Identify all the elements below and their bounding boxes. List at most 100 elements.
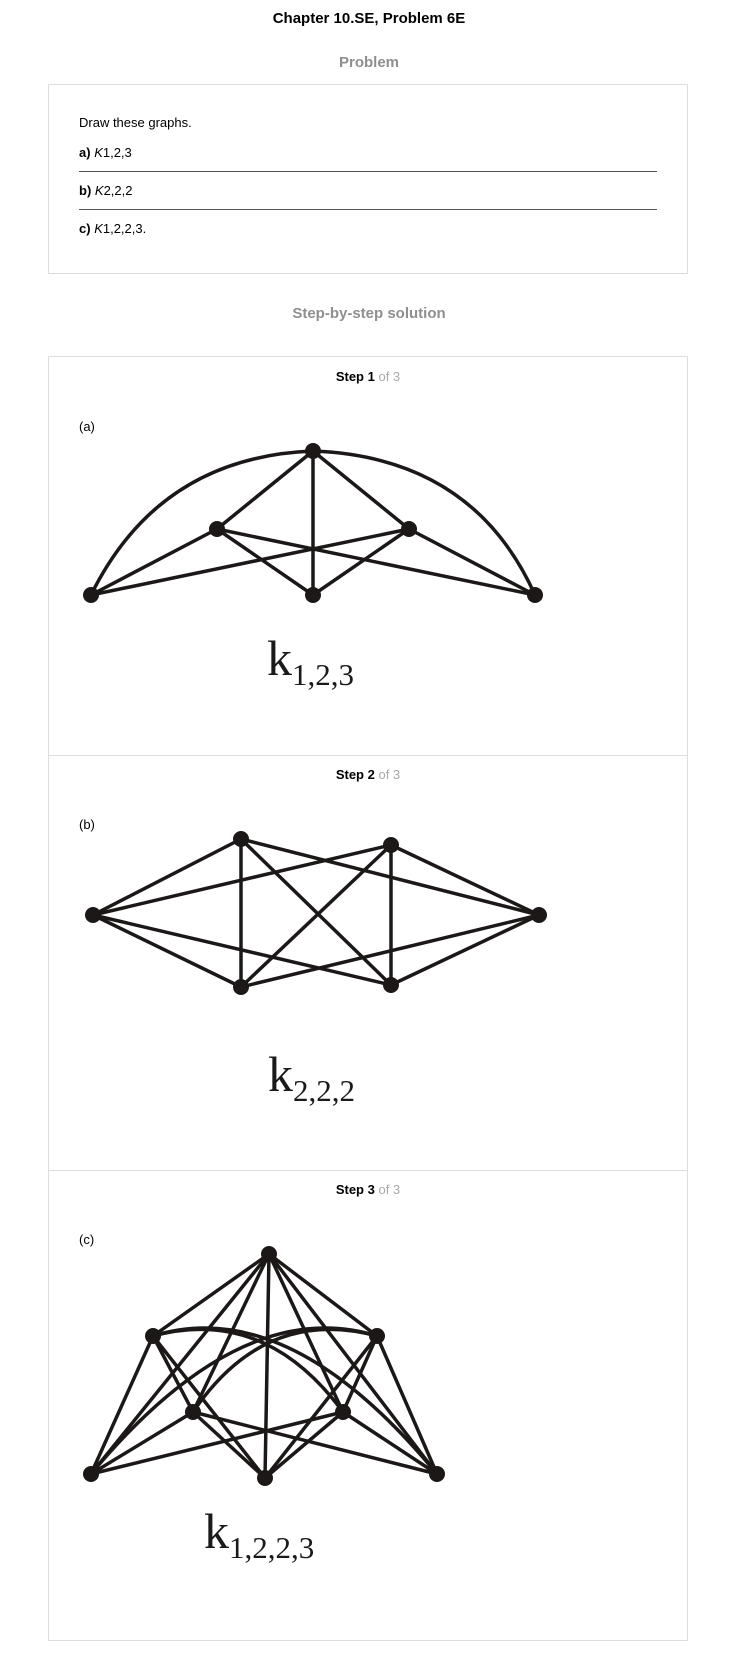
step-part-label: (c) — [79, 1232, 95, 1247]
graph-edge-top-left-bottom-right — [239, 837, 393, 987]
solution-heading: Step-by-step solution — [292, 305, 446, 322]
graph-edge-upper-right-inner-right — [341, 1334, 379, 1414]
graph-node-bottom-right — [429, 1466, 445, 1482]
graph-nodes — [83, 1246, 445, 1486]
graph-node-right — [531, 907, 547, 923]
graph-edges — [89, 449, 537, 597]
graph-edge-top-upper-left — [151, 1252, 271, 1338]
step-header: Step 3 of 3 — [49, 1182, 687, 1197]
graph-edge-right-bottom-right — [389, 913, 541, 987]
step-part-label: (a) — [79, 419, 95, 434]
graph-edge-upper-right-bottom-left — [89, 1326, 379, 1476]
graph-edges — [91, 837, 541, 989]
graph-node-right-mid — [401, 521, 417, 537]
graph-node-bottom-left — [83, 587, 99, 603]
graph-node-left — [85, 907, 101, 923]
graph-node-top-right — [383, 837, 399, 853]
graph-edge-right-top-right — [389, 843, 541, 917]
graph-node-bottom-left — [83, 1466, 99, 1482]
graph-node-top — [305, 443, 321, 459]
problem-intro: Draw these graphs. — [79, 115, 192, 130]
graph-nodes — [83, 443, 543, 603]
graph-node-bottom-left — [233, 979, 249, 995]
graph-edge-upper-right-bottom-center — [263, 1334, 379, 1480]
graph-edge-upper-left-bottom-left — [89, 1334, 155, 1476]
step-part-label: (b) — [79, 817, 95, 832]
graph-subscript: 1,2,2,3 — [102, 221, 143, 236]
graph-edge-inner-right-bottom-left — [89, 1410, 345, 1476]
part-label: c) — [79, 221, 91, 236]
graph-node-bottom-right — [383, 977, 399, 993]
problem-heading: Problem — [338, 54, 399, 71]
step-2: Step 2 of 3 (b) k2,2,2 — [49, 755, 687, 1170]
graph-k222-diagram: k2,2,2 — [85, 831, 547, 1108]
graph-edge-inner-right-bottom-center — [263, 1410, 345, 1480]
graph-node-bottom-center — [257, 1470, 273, 1486]
step-1: Step 1 of 3 (a) k1,2,3 — [49, 357, 687, 755]
graph-node-left-mid — [209, 521, 225, 537]
part-label: a) — [79, 145, 91, 160]
graph-node-bottom-center — [305, 587, 321, 603]
graph-edge-inner-left-bottom-center — [191, 1410, 267, 1480]
graph-edge-right-mid-bottom-center — [311, 527, 411, 597]
graph-edge-left-top-left — [91, 837, 243, 917]
graph-edge-top-bottom-left — [89, 449, 315, 597]
graph-symbol: K — [94, 145, 103, 160]
step-3: Step 3 of 3 (c) k1,2,2,3 — [49, 1170, 687, 1640]
graph-node-top-left — [233, 831, 249, 847]
graph-edge-top-left-mid — [215, 449, 315, 531]
graph-node-inner-left — [185, 1404, 201, 1420]
graph-caption: k1,2,2,3 — [204, 1503, 314, 1565]
step-header: Step 1 of 3 — [49, 369, 687, 384]
graph-edge-left-mid-bottom-center — [215, 527, 315, 597]
step-total: of 3 — [378, 369, 401, 384]
step-total: of 3 — [378, 1182, 401, 1197]
graph-edge-right-mid-bottom-right — [407, 527, 537, 597]
graph-node-inner-right — [335, 1404, 351, 1420]
caption-subscript: 2,2,2 — [293, 1073, 355, 1108]
solution-steps-box: Step 1 of 3 (a) k1,2,3 Step 2 of 3 (b) k… — [48, 356, 688, 1641]
graph-caption: k1,2,3 — [267, 630, 354, 692]
graph-edge-inner-right-bottom-right — [341, 1410, 439, 1476]
graph-edge-inner-left-bottom-right — [191, 1410, 439, 1476]
graph-edges — [89, 1252, 439, 1480]
caption-main: k — [268, 1046, 293, 1102]
graph-node-top — [261, 1246, 277, 1262]
problem-box: Draw these graphs. a) K1,2,3 b) K2,2,2 c… — [48, 84, 688, 274]
graph-edge-upper-right-bottom-right — [375, 1334, 439, 1476]
graph-node-upper-right — [369, 1328, 385, 1344]
graph-edge-inner-left-bottom-left — [89, 1410, 195, 1476]
caption-main: k — [267, 630, 292, 686]
divider-line — [79, 209, 657, 210]
step-number: Step 1 — [335, 369, 375, 384]
caption-subscript: 1,2,2,3 — [229, 1530, 314, 1565]
graph-edge-top-bottom-right — [311, 449, 537, 597]
problem-part-a: a) K1,2,3 — [79, 145, 132, 160]
graph-edge-upper-left-bottom-right — [151, 1326, 439, 1476]
graph-k1223-diagram: k1,2,2,3 — [83, 1246, 445, 1565]
graph-edge-upper-left-bottom-center — [151, 1334, 267, 1480]
problem-part-b: b) K2,2,2 — [79, 183, 133, 198]
step-number: Step 3 — [335, 1182, 375, 1197]
graph-subscript: 2,2,2 — [103, 183, 133, 198]
graph-edge-top-bottom-center — [263, 1252, 271, 1480]
step-number: Step 2 — [335, 767, 375, 782]
caption-main: k — [204, 1503, 229, 1559]
graph-edge-top-right-bottom-left — [239, 843, 393, 989]
graph-edge-left-bottom-left — [91, 913, 243, 989]
step-divider — [49, 755, 687, 756]
part-suffix: . — [142, 221, 147, 236]
graph-edge-top-right-mid — [311, 449, 411, 531]
graph-nodes — [85, 831, 547, 995]
graph-node-bottom-right — [527, 587, 543, 603]
problem-part-c: c) K1,2,2,3. — [79, 221, 146, 236]
graph-edge-upper-left-inner-left — [151, 1334, 195, 1414]
graph-k123-diagram: k1,2,3 — [83, 443, 543, 692]
graph-edge-right-mid-bottom-left — [89, 527, 411, 597]
step-divider — [49, 1170, 687, 1171]
graph-edge-top-upper-right — [267, 1252, 379, 1338]
graph-caption: k2,2,2 — [268, 1046, 355, 1108]
graph-symbol: K — [94, 183, 104, 198]
graph-subscript: 1,2,3 — [102, 145, 132, 160]
divider-line — [79, 171, 657, 172]
